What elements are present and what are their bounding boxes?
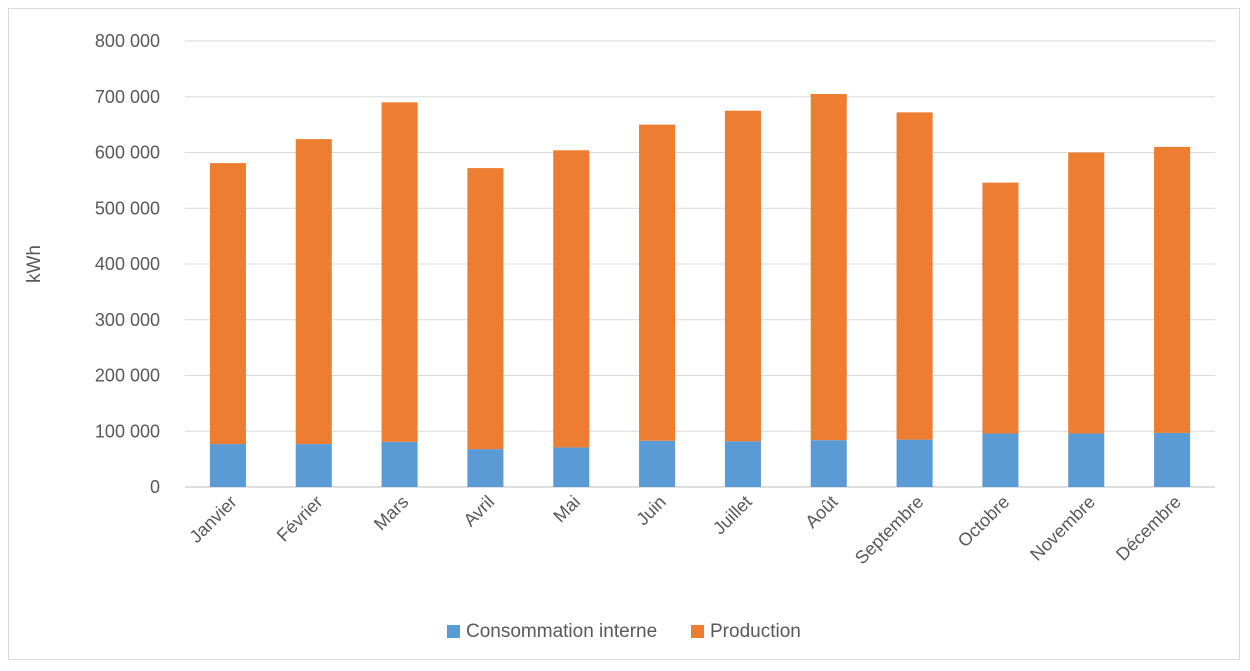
gridlines	[185, 40, 1215, 488]
y-tick-label: 200 000	[95, 366, 160, 386]
x-tick-label: Juin	[632, 492, 669, 529]
y-tick-label: 300 000	[95, 310, 160, 330]
bar-consommation-interne	[553, 447, 590, 487]
bar-consommation-interne	[295, 444, 332, 487]
bar-production	[553, 150, 590, 448]
bar-production	[896, 112, 933, 440]
bar-consommation-interne	[724, 441, 761, 487]
bar-consommation-interne	[467, 449, 504, 487]
y-axis-title: kWh	[24, 245, 45, 283]
legend-swatch-production	[691, 625, 704, 638]
bar-production	[209, 163, 246, 445]
y-tick-label: 100 000	[95, 421, 160, 441]
x-tick-label: Juillet	[709, 492, 756, 539]
bar-production	[724, 110, 761, 442]
x-tick-label: Septembre	[851, 492, 927, 568]
x-tick-label: Mars	[370, 492, 412, 534]
bar-consommation-interne	[381, 441, 418, 487]
bar-production	[810, 93, 847, 441]
bar-consommation-interne	[810, 440, 847, 487]
legend: Consommation interne Production	[447, 621, 801, 642]
legend-label: Consommation interne	[466, 621, 657, 642]
bar-production	[639, 124, 676, 441]
bar-production	[467, 168, 504, 450]
bar-production	[295, 139, 332, 445]
x-tick-label: Janvier	[186, 492, 241, 547]
y-tick-label: 700 000	[95, 87, 160, 107]
bars	[209, 93, 1191, 487]
y-tick-label: 800 000	[95, 31, 160, 51]
bar-consommation-interne	[1068, 433, 1105, 487]
y-tick-label: 400 000	[95, 254, 160, 274]
bar-production	[1154, 146, 1191, 433]
y-axis-ticks: 0 100 000 200 000 300 000 400 000 500 000 600 …	[95, 31, 160, 497]
bar-production	[381, 102, 418, 442]
bar-consommation-interne	[982, 433, 1019, 487]
bar-consommation-interne	[896, 439, 933, 487]
x-tick-label: Avril	[460, 492, 499, 531]
y-tick-label: 500 000	[95, 198, 160, 218]
x-tick-label: Août	[801, 492, 841, 532]
bar-production	[1068, 152, 1105, 434]
bar-consommation-interne	[1154, 432, 1191, 487]
x-tick-label: Octobre	[954, 492, 1013, 551]
bar-consommation-interne	[209, 444, 246, 487]
legend-swatch-consommation-interne	[447, 625, 460, 638]
x-tick-label: Décembre	[1112, 492, 1185, 565]
x-axis-labels: Janvier Février Mars Avril Mai Juin Juillet Aoû…	[186, 492, 1185, 568]
legend-label: Production	[710, 621, 801, 642]
y-tick-label: 600 000	[95, 143, 160, 163]
y-tick-label: 0	[150, 477, 160, 497]
bar-production	[982, 182, 1019, 434]
x-tick-label: Février	[273, 492, 327, 546]
x-tick-label: Novembre	[1026, 492, 1099, 565]
x-tick-label: Mai	[549, 492, 584, 527]
bar-consommation-interne	[639, 440, 676, 487]
